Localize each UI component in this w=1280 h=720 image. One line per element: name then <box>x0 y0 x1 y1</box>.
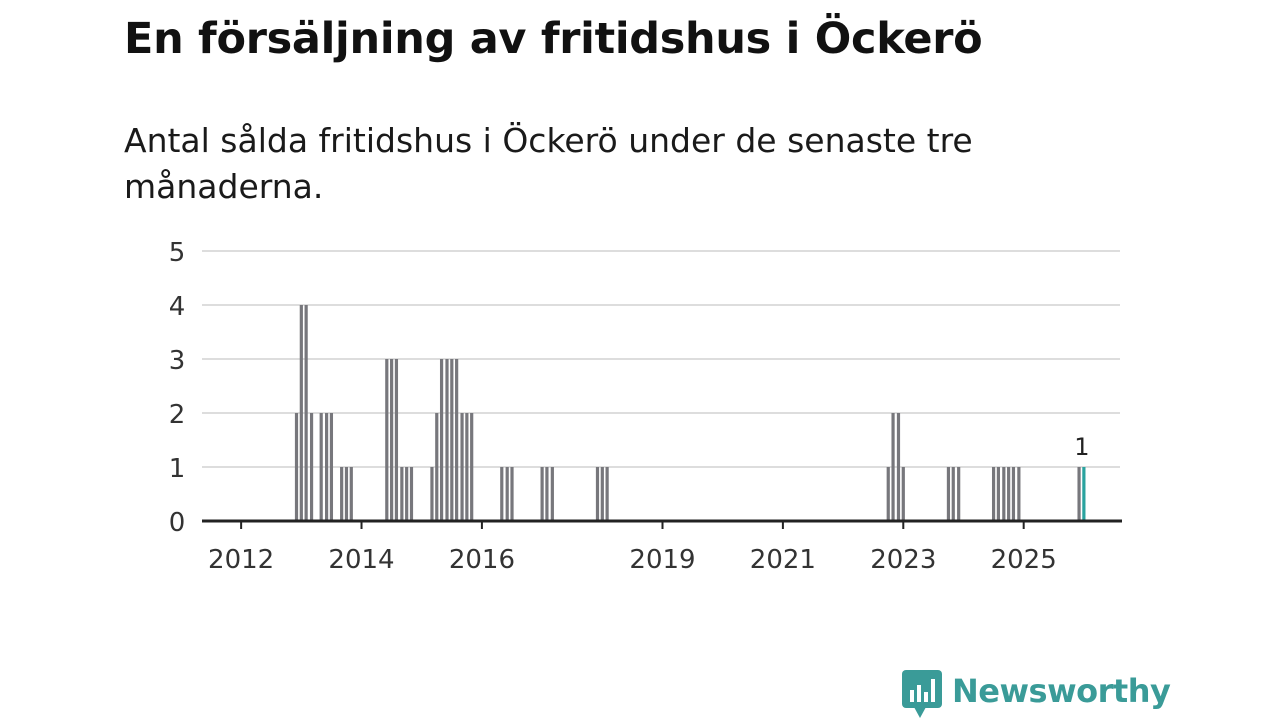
bar <box>299 305 303 521</box>
bar <box>891 413 895 521</box>
y-tick-label: 2 <box>169 400 186 430</box>
bar <box>510 467 514 521</box>
bar <box>505 467 509 521</box>
bar <box>390 359 394 521</box>
x-axis-ticks: 2012 2014 2016 2019 2021 2023 2025 <box>208 521 1057 575</box>
bar <box>309 413 314 521</box>
bar <box>1011 467 1016 521</box>
bar <box>600 467 604 521</box>
bar <box>951 467 955 521</box>
bar <box>1002 467 1006 521</box>
x-tick-label: 2014 <box>328 545 394 575</box>
bar <box>901 467 905 521</box>
bar <box>1077 467 1081 521</box>
y-tick-label: 4 <box>169 292 186 322</box>
bar <box>319 413 323 521</box>
y-tick-label: 1 <box>169 454 186 484</box>
data-labels: 1 <box>1074 433 1089 461</box>
bar <box>1017 467 1021 521</box>
bar <box>545 467 549 521</box>
y-tick-label: 0 <box>169 508 186 538</box>
bar <box>946 467 951 521</box>
bar <box>325 413 329 521</box>
newsworthy-logo-icon <box>902 670 942 718</box>
bar <box>304 305 308 521</box>
bar <box>991 467 996 521</box>
y-tick-label: 3 <box>169 346 186 376</box>
y-axis-ticks: 0 1 2 3 4 5 <box>169 238 186 538</box>
bars <box>294 305 1086 521</box>
bar <box>400 467 404 521</box>
bar <box>957 467 961 521</box>
bar <box>435 413 439 521</box>
bar <box>1007 467 1011 521</box>
x-tick-label: 2025 <box>991 545 1057 575</box>
bar <box>409 467 414 521</box>
bar <box>430 467 434 521</box>
bar <box>405 467 409 521</box>
bar <box>470 413 474 521</box>
bar <box>455 359 459 521</box>
x-tick-label: 2016 <box>449 545 515 575</box>
bar <box>340 467 344 521</box>
x-tick-label: 2023 <box>870 545 936 575</box>
bar <box>896 413 901 521</box>
gridlines <box>202 250 1120 468</box>
bar <box>595 467 600 521</box>
bar <box>294 413 299 521</box>
bar <box>445 359 449 521</box>
bar <box>996 467 1001 521</box>
bar <box>540 467 544 521</box>
bar <box>460 413 464 521</box>
x-tick-label: 2019 <box>629 545 695 575</box>
x-tick-label: 2021 <box>750 545 816 575</box>
bar <box>329 413 334 521</box>
chart-subtitle: Antal sålda fritidshus i Öckerö under de… <box>124 121 973 206</box>
newsworthy-logo-text: Newsworthy <box>952 672 1171 710</box>
y-tick-label: 5 <box>169 238 186 268</box>
chart-title: En försäljning av fritidshus i Öckerö <box>124 14 983 64</box>
bar <box>886 467 890 521</box>
bar <box>465 413 469 521</box>
bar <box>344 467 349 521</box>
newsworthy-logo: Newsworthy <box>902 670 1171 720</box>
bar <box>394 359 399 521</box>
x-tick-label: 2012 <box>208 545 274 575</box>
bar <box>450 359 454 521</box>
bar <box>500 467 504 521</box>
bar-latest <box>1082 467 1086 521</box>
bar <box>550 467 554 521</box>
bar <box>439 359 444 521</box>
bar <box>605 467 609 521</box>
bar <box>385 359 389 521</box>
data-label-latest: 1 <box>1074 433 1089 461</box>
bar <box>349 467 353 521</box>
